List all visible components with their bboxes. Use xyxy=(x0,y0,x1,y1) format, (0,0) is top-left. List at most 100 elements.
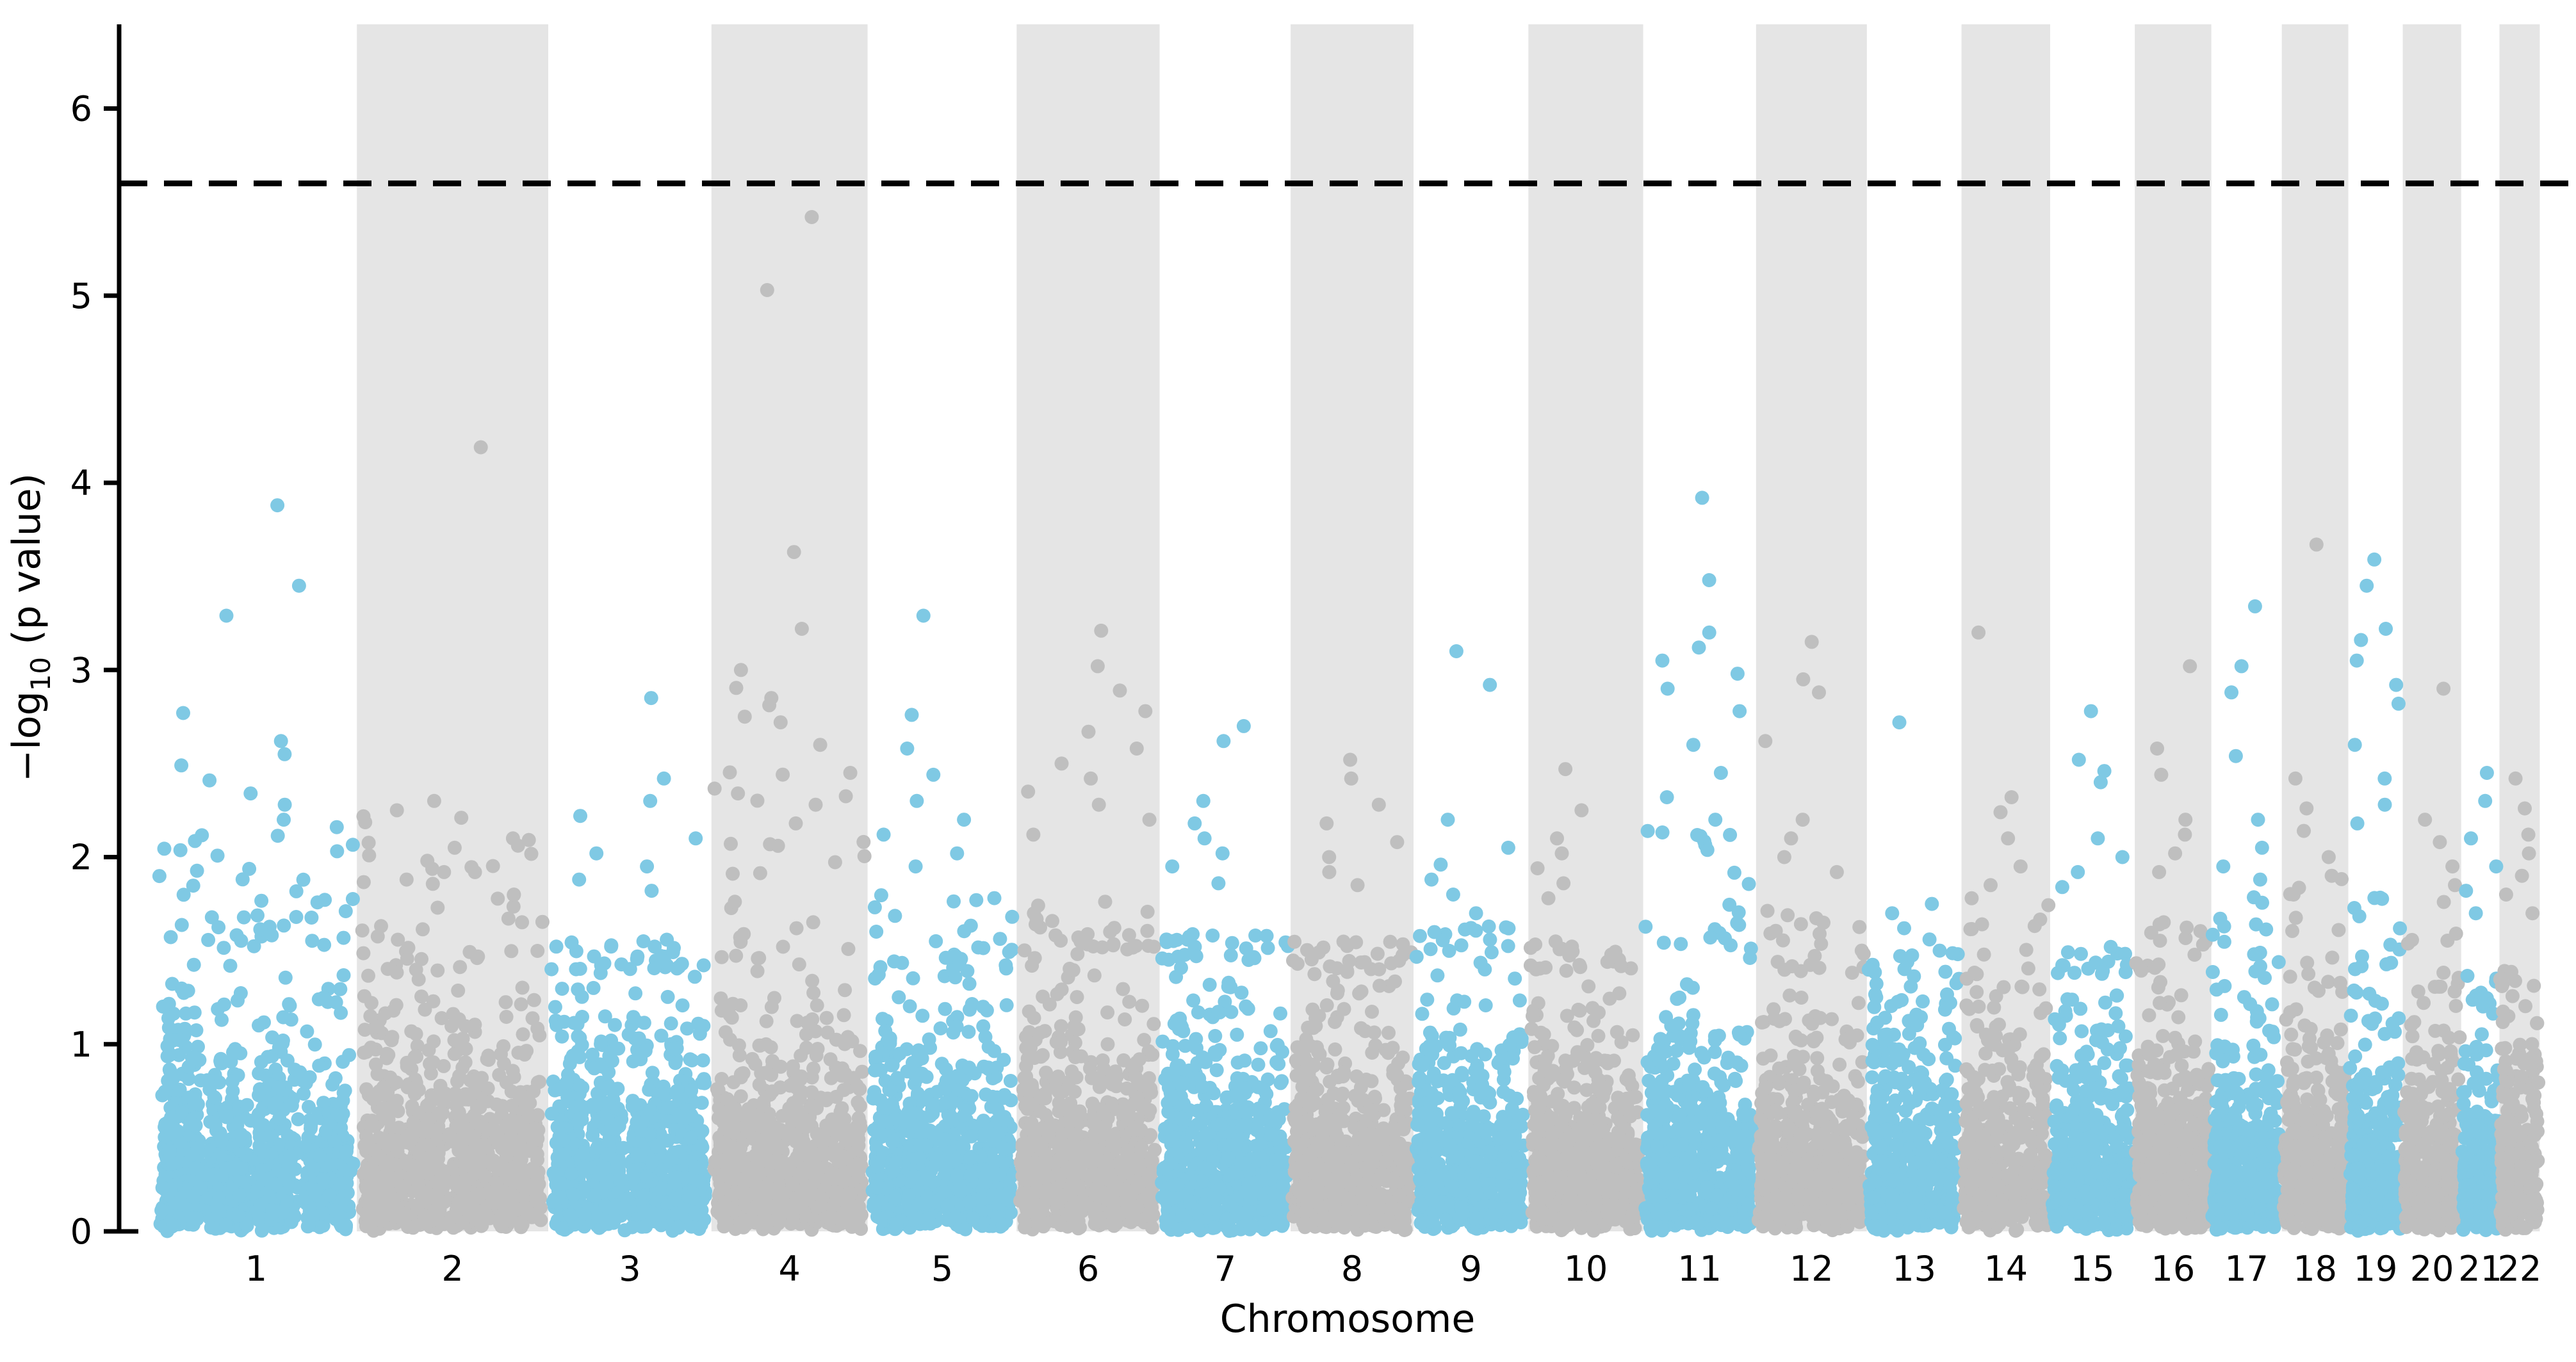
snp-point xyxy=(411,1178,426,1192)
snp-point xyxy=(675,998,690,1013)
snp-point xyxy=(468,1017,482,1032)
snp-point xyxy=(421,1042,436,1057)
snp-point xyxy=(909,793,924,808)
snp-point xyxy=(664,1016,678,1031)
snp-point xyxy=(697,1076,712,1090)
snp-point xyxy=(190,1161,204,1176)
snp-point xyxy=(301,1130,316,1144)
snp-point xyxy=(186,1211,200,1226)
snp-point xyxy=(923,1109,937,1123)
snp-point xyxy=(671,1220,686,1235)
snp-point xyxy=(733,663,748,677)
snp-point xyxy=(275,1034,290,1048)
snp-point xyxy=(980,1164,995,1179)
snp-point xyxy=(596,1162,611,1176)
snp-point xyxy=(362,848,377,863)
snp-point xyxy=(873,960,888,975)
snp-point xyxy=(987,891,1002,905)
snp-point xyxy=(176,706,190,720)
snp-point xyxy=(868,1180,883,1194)
snp-point xyxy=(848,1123,863,1137)
snp-point xyxy=(277,747,292,761)
snp-point xyxy=(714,1003,729,1018)
snp-point xyxy=(336,968,351,982)
snp-point xyxy=(526,1084,541,1099)
snp-point xyxy=(1002,944,1016,959)
snp-point xyxy=(651,1208,665,1222)
snp-point xyxy=(313,1149,327,1163)
snp-point xyxy=(181,1060,196,1074)
snp-point xyxy=(999,998,1014,1012)
snp-point xyxy=(978,1030,993,1044)
snp-point xyxy=(838,789,853,804)
snp-point xyxy=(674,957,689,971)
snp-point xyxy=(546,1194,560,1209)
snp-point xyxy=(600,1080,615,1094)
snp-point xyxy=(520,1123,534,1138)
snp-point xyxy=(364,1041,379,1055)
snp-point xyxy=(734,1070,748,1085)
snp-point xyxy=(297,1087,311,1101)
snp-point xyxy=(716,1206,731,1221)
snp-point xyxy=(277,797,292,812)
snp-point xyxy=(711,1111,726,1126)
snp-point xyxy=(327,1133,342,1148)
snp-point xyxy=(550,1177,564,1191)
snp-point xyxy=(906,971,920,985)
snp-point xyxy=(696,958,711,973)
snp-point xyxy=(289,884,304,898)
snp-point xyxy=(420,1098,434,1113)
snp-point xyxy=(549,939,564,954)
snp-point xyxy=(336,1093,350,1108)
snp-point xyxy=(885,1135,900,1149)
snp-point xyxy=(338,904,353,918)
snp-point xyxy=(573,1030,587,1045)
snp-point xyxy=(489,1097,504,1112)
snp-point xyxy=(828,1114,843,1129)
snp-point xyxy=(234,1127,249,1142)
snp-point xyxy=(433,1078,448,1093)
snp-point xyxy=(174,918,189,932)
snp-point xyxy=(333,1176,347,1191)
snp-point xyxy=(794,622,809,636)
snp-point xyxy=(305,934,320,948)
snp-point xyxy=(530,944,545,958)
snp-point xyxy=(214,1133,229,1147)
snp-point xyxy=(273,734,288,749)
snp-point xyxy=(253,922,268,937)
snp-point xyxy=(219,1217,233,1231)
snp-point xyxy=(318,893,332,907)
snp-point xyxy=(796,1134,811,1149)
snp-point xyxy=(444,1019,459,1034)
snp-point xyxy=(689,831,703,846)
snp-point xyxy=(904,1105,918,1120)
snp-point xyxy=(637,1016,651,1030)
snp-point xyxy=(312,1058,327,1073)
snp-point xyxy=(167,1218,181,1233)
snp-point xyxy=(473,1100,487,1115)
snp-point xyxy=(908,1211,922,1226)
snp-point xyxy=(376,1080,391,1094)
snp-point xyxy=(716,1167,731,1182)
snp-point xyxy=(412,1217,427,1232)
snp-point xyxy=(729,948,744,963)
snp-point xyxy=(963,1195,977,1210)
snp-point xyxy=(749,1174,763,1189)
snp-point xyxy=(937,1132,951,1146)
snp-point xyxy=(665,1042,680,1057)
snp-point xyxy=(731,786,746,801)
snp-point xyxy=(787,545,801,560)
snp-point xyxy=(307,1037,322,1052)
snp-point xyxy=(437,1195,452,1210)
snp-point xyxy=(644,884,659,898)
snp-point xyxy=(219,608,234,623)
snp-point xyxy=(170,1124,185,1139)
snp-point xyxy=(229,1160,243,1174)
snp-point xyxy=(947,894,961,909)
snp-point xyxy=(210,1073,224,1088)
snp-point xyxy=(689,1207,703,1222)
snp-point xyxy=(925,1174,940,1188)
chromosome-band-22 xyxy=(2499,24,2540,1231)
snp-point xyxy=(459,1041,473,1056)
snp-point xyxy=(883,1036,897,1051)
